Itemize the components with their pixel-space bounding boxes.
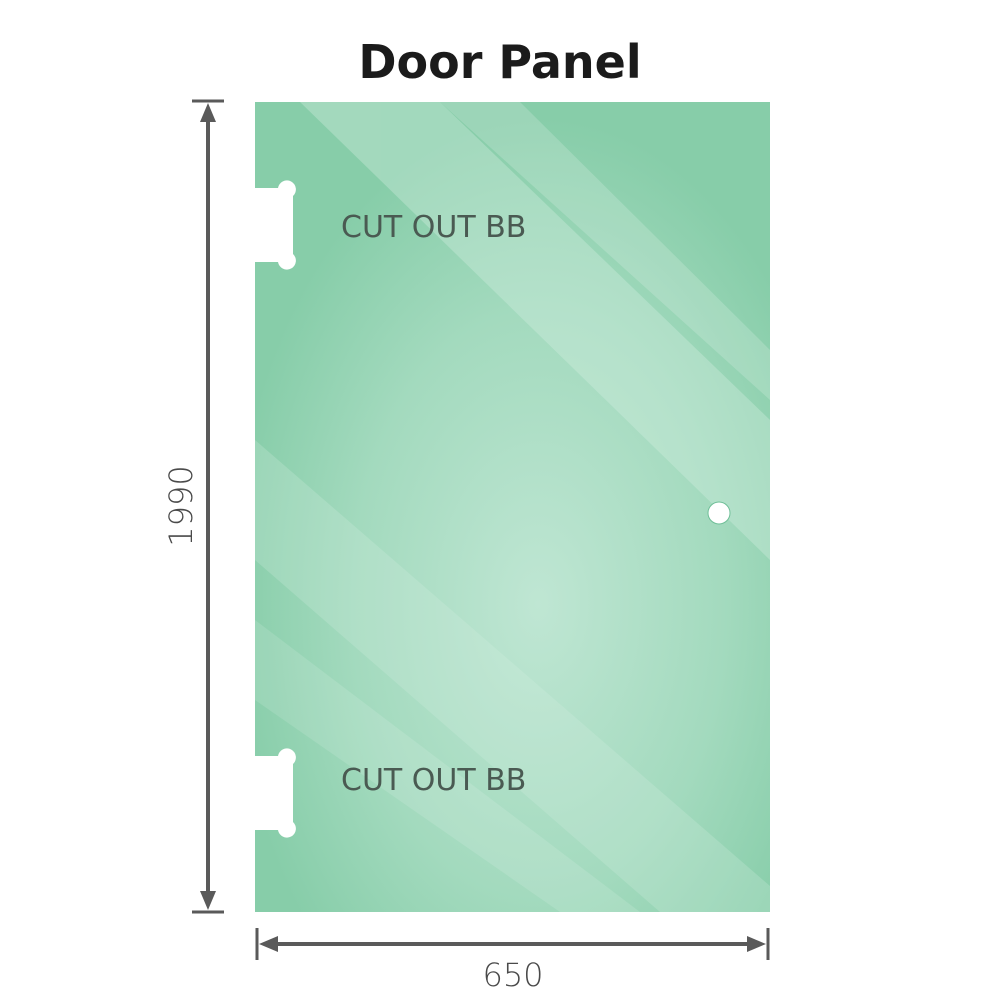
width-dimension-line — [255, 928, 770, 960]
width-label: 650 — [482, 956, 543, 994]
handle-hole — [707, 501, 731, 525]
glass-panel — [255, 102, 770, 912]
height-label: 1990 — [162, 465, 200, 546]
cutout-label-top: CUT OUT BB — [341, 210, 526, 245]
hinge-cutout-bottom — [255, 748, 296, 838]
diagram-title: Door Panel — [358, 35, 641, 89]
hinge-cutout-top — [255, 180, 296, 270]
height-dimension-line — [192, 99, 224, 914]
cutout-label-bottom: CUT OUT BB — [341, 763, 526, 798]
